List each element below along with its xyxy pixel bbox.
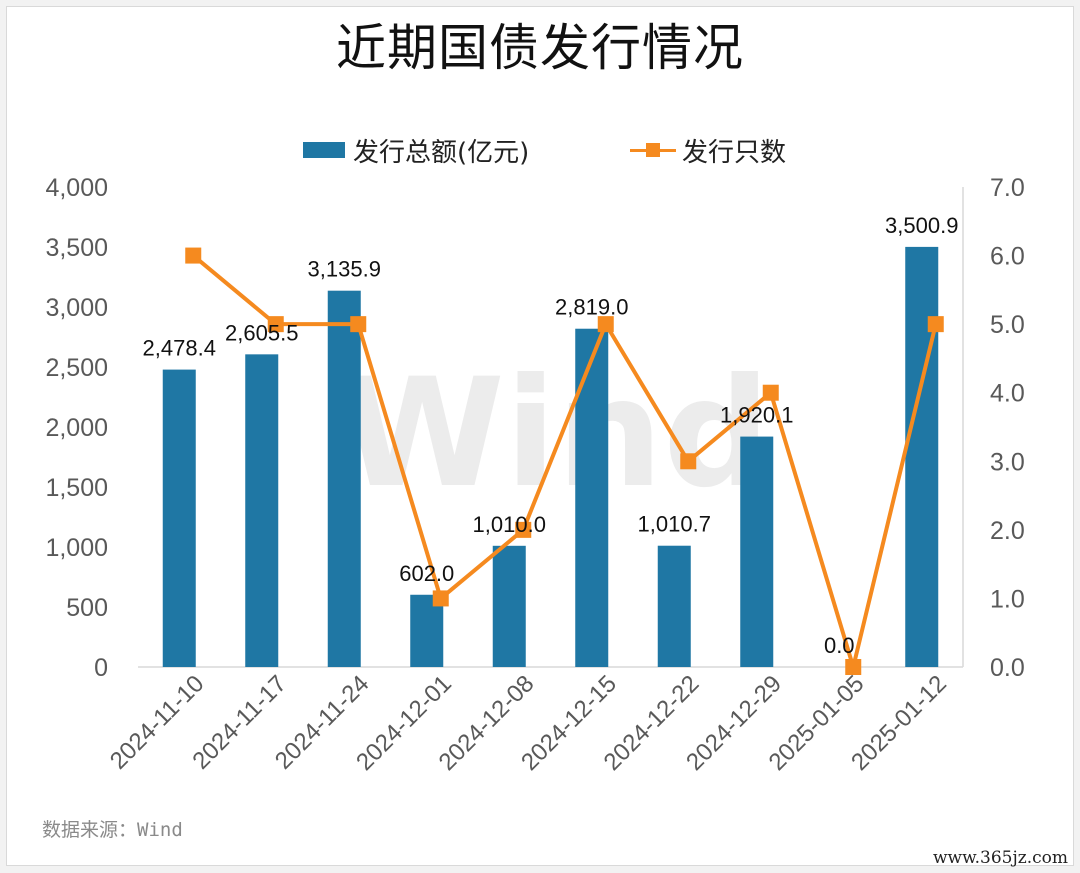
bar-data-label: 0.0 xyxy=(824,633,855,658)
bar-data-label: 2,605.5 xyxy=(225,320,298,345)
point-count xyxy=(185,247,202,264)
point-count xyxy=(432,590,449,607)
point-count xyxy=(515,521,532,538)
bar-data-label: 1,920.1 xyxy=(720,403,793,428)
point-count xyxy=(267,316,284,333)
bar-data-label: 1,010.7 xyxy=(638,512,711,537)
legend: 发行总额(亿元) 发行只数 xyxy=(0,132,1080,168)
legend-bar-swatch xyxy=(303,142,345,158)
point-count xyxy=(927,316,944,333)
bar-amount xyxy=(575,328,609,667)
source-note: 数据来源：Wind xyxy=(42,819,183,841)
bar-amount xyxy=(327,290,361,667)
y-left-tick-label: 0 xyxy=(94,654,108,682)
point-count xyxy=(680,453,697,470)
point-count xyxy=(845,659,862,675)
bar-data-label: 602.0 xyxy=(399,561,454,586)
site-watermark: www.365jz.com xyxy=(933,848,1068,868)
bar-data-label: 3,135.9 xyxy=(308,257,381,282)
bar-data-label: 1,010.0 xyxy=(473,512,546,537)
y-left-tick-label: 3,500 xyxy=(45,234,108,262)
legend-label-count: 发行只数 xyxy=(682,137,787,168)
y-right-tick-label: 5.0 xyxy=(990,311,1025,339)
legend-label-amount: 发行总额(亿元) xyxy=(353,137,530,168)
y-left-tick-label: 2,500 xyxy=(45,354,108,382)
legend-item-count: 发行只数 xyxy=(630,132,786,168)
watermark-text: Wind xyxy=(339,347,770,521)
y-right-tick-label: 4.0 xyxy=(990,380,1025,408)
point-count xyxy=(350,316,367,333)
legend-item-amount: 发行总额(亿元) xyxy=(303,132,529,168)
y-right-tick-label: 7.0 xyxy=(990,174,1025,202)
y-right-tick-label: 3.0 xyxy=(990,448,1025,476)
bar-amount xyxy=(740,436,774,667)
y-left-tick-label: 4,000 xyxy=(45,174,108,202)
bar-data-label: 2,819.0 xyxy=(555,295,628,320)
y-left-tick-label: 1,000 xyxy=(45,534,108,562)
y-right-tick-label: 0.0 xyxy=(990,654,1025,682)
y-right-tick-label: 1.0 xyxy=(990,585,1025,613)
legend-line-swatch xyxy=(630,140,676,160)
bar-amount xyxy=(245,354,279,667)
y-left-tick-label: 3,000 xyxy=(45,294,108,322)
bar-data-label: 2,478.4 xyxy=(143,336,216,361)
point-count xyxy=(597,316,614,333)
y-left-tick-label: 1,500 xyxy=(45,474,108,502)
bar-amount xyxy=(905,246,939,667)
line-count xyxy=(191,254,938,669)
bar-amount xyxy=(410,594,444,667)
y-left-tick-label: 500 xyxy=(66,594,108,622)
point-count xyxy=(762,384,779,401)
y-left-tick-label: 2,000 xyxy=(45,414,108,442)
bar-amount xyxy=(162,369,196,667)
y-right-tick-label: 2.0 xyxy=(990,517,1025,545)
chart-title: 近期国债发行情况 xyxy=(336,19,744,77)
bar-data-label: 3,500.9 xyxy=(885,213,958,238)
bar-amount xyxy=(657,545,691,667)
bar-amount xyxy=(492,545,526,667)
y-right-tick-label: 6.0 xyxy=(990,243,1025,271)
